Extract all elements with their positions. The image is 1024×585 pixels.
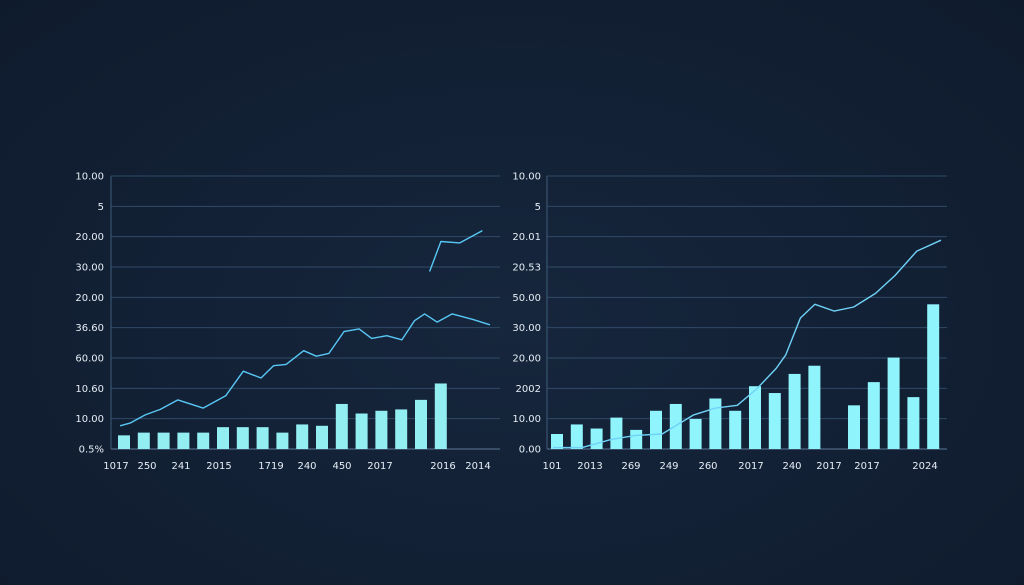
left-bar [217, 427, 229, 449]
left-x-tick-label: 450 [332, 461, 351, 472]
left-bar [137, 432, 150, 449]
right-y-tick-label: 20.01 [512, 232, 541, 243]
right-x-tick-label: 269 [621, 461, 640, 472]
left-bar [197, 432, 210, 449]
right-bar [907, 397, 920, 449]
left-chart: 10.00 5 20.00 30.00 20.00 36.60 60.00 10.60 10.0… [75, 172, 500, 472]
right-bar [630, 429, 643, 449]
left-x-tick-label: 2016 [430, 461, 455, 472]
right-bar [551, 433, 563, 449]
left-x-tick-label: 2017 [367, 461, 392, 472]
right-bar [689, 418, 702, 449]
left-x-tick-label: 2014 [465, 461, 490, 472]
left-x-tick-label: 2015 [206, 461, 231, 472]
right-x-tick-label: 249 [659, 461, 678, 472]
right-bar [570, 424, 583, 449]
right-y-tick-label: 2002 [516, 384, 541, 395]
left-y-tick-label: 20.00 [75, 232, 104, 243]
left-y-tick-label: 10.00 [75, 172, 104, 183]
right-bar [887, 357, 900, 449]
right-x-tick-label: 2017 [854, 461, 879, 472]
left-bar [355, 413, 368, 449]
left-bar [395, 409, 408, 449]
right-bar [788, 373, 801, 449]
right-x-tick-label: 260 [698, 461, 717, 472]
right-bar [729, 410, 742, 449]
right-bar [650, 410, 662, 449]
left-bar [177, 432, 190, 449]
right-bar [848, 405, 860, 449]
left-y-tick-label: 10.00 [75, 414, 104, 425]
right-y-tick-label: 0.00 [519, 445, 541, 456]
right-bar [768, 393, 781, 449]
left-y-tick-label: 60.00 [75, 354, 104, 365]
left-trend-line [119, 313, 491, 427]
right-x-tick-label: 101 [542, 461, 561, 472]
right-bar [709, 398, 722, 449]
right-bar [808, 365, 821, 449]
left-bar [157, 432, 170, 449]
right-y-tick-label: 50.00 [512, 293, 541, 304]
right-chart: 10.00 5 20.01 20.53 50.00 30.00 20.00 2002 10.00… [512, 172, 947, 472]
left-bar [375, 410, 388, 449]
left-bar [236, 427, 249, 449]
left-bar [256, 427, 269, 449]
right-y-tick-label: 30.00 [512, 323, 541, 334]
left-bar [296, 424, 309, 449]
left-bar [276, 432, 289, 449]
right-y-tick-label: 20.53 [512, 263, 541, 274]
right-x-tick-label: 2017 [816, 461, 841, 472]
right-x-tick-label: 2017 [738, 461, 763, 472]
left-y-tick-label: 36.60 [75, 323, 104, 334]
left-bar [415, 399, 427, 449]
left-x-tick-label: 1719 [258, 461, 283, 472]
right-bar [927, 304, 940, 449]
right-bar [590, 428, 603, 449]
left-trend-line [428, 229, 483, 272]
right-y-tick-label: 10.00 [512, 172, 541, 183]
right-bar [749, 386, 761, 449]
right-x-tick-label: 240 [782, 461, 801, 472]
left-bar [434, 383, 447, 449]
left-x-tick-label: 250 [137, 461, 156, 472]
left-y-tick-label: 5 [98, 202, 104, 213]
left-bar [335, 403, 348, 449]
right-y-tick-label: 10.00 [512, 414, 541, 425]
right-x-tick-label: 2024 [912, 461, 937, 472]
right-trend-line [553, 239, 942, 449]
right-x-tick-label: 2013 [577, 461, 602, 472]
left-x-tick-label: 240 [297, 461, 316, 472]
right-y-tick-label: 20.00 [512, 354, 541, 365]
right-bar [610, 417, 623, 449]
left-bar [118, 435, 130, 449]
right-y-tick-label: 5 [535, 202, 541, 213]
left-x-tick-label: 241 [171, 461, 190, 472]
left-y-tick-label: 20.00 [75, 293, 104, 304]
left-y-tick-label: 30.00 [75, 263, 104, 274]
left-y-tick-label: 10.60 [75, 384, 104, 395]
left-bar [316, 425, 328, 449]
left-x-tick-label: 1017 [103, 461, 128, 472]
left-y-tick-label: 0.5% [79, 445, 104, 456]
right-bar [867, 382, 880, 449]
